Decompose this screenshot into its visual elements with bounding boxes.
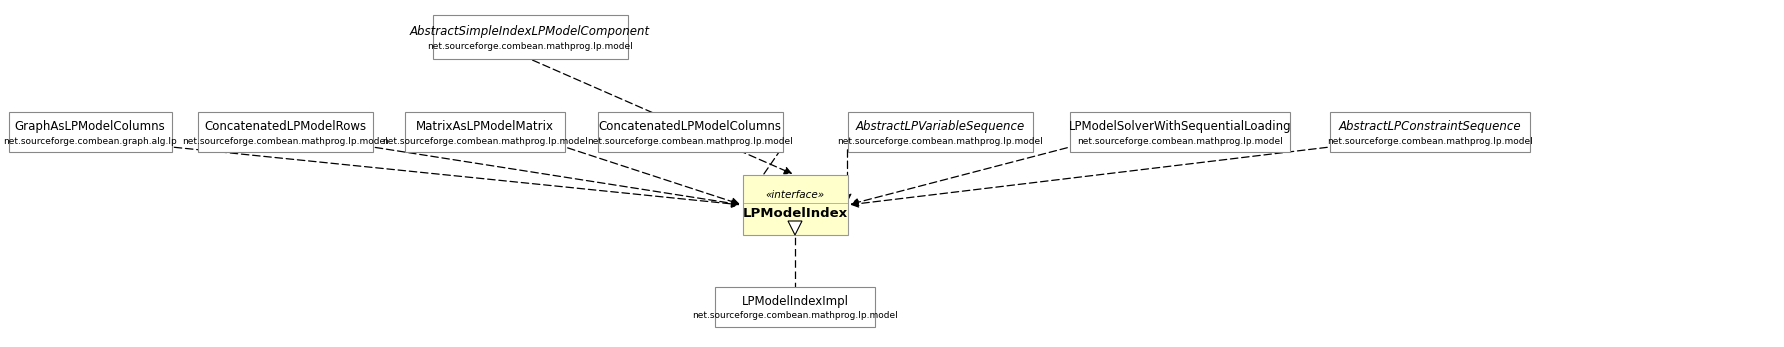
Text: AbstractSimpleIndexLPModelComponent: AbstractSimpleIndexLPModelComponent: [410, 25, 649, 37]
Text: AbstractLPConstraintSequence: AbstractLPConstraintSequence: [1338, 119, 1522, 133]
Text: LPModelIndex: LPModelIndex: [742, 206, 847, 220]
Text: ConcatenatedLPModelColumns: ConcatenatedLPModelColumns: [598, 119, 781, 133]
Text: ConcatenatedLPModelRows: ConcatenatedLPModelRows: [203, 119, 366, 133]
Text: GraphAsLPModelColumns: GraphAsLPModelColumns: [14, 119, 166, 133]
Text: LPModelSolverWithSequentialLoading: LPModelSolverWithSequentialLoading: [1069, 119, 1292, 133]
Bar: [432, 15, 628, 59]
Bar: [715, 287, 874, 327]
Polygon shape: [789, 221, 803, 235]
Text: net.sourceforge.combean.mathprog.lp.model: net.sourceforge.combean.mathprog.lp.mode…: [837, 136, 1044, 145]
Bar: [847, 112, 1033, 152]
Text: LPModelIndexImpl: LPModelIndexImpl: [742, 295, 849, 307]
Bar: [1331, 112, 1531, 152]
Text: net.sourceforge.combean.mathprog.lp.model: net.sourceforge.combean.mathprog.lp.mode…: [1078, 136, 1283, 145]
Text: net.sourceforge.combean.mathprog.lp.model: net.sourceforge.combean.mathprog.lp.mode…: [382, 136, 589, 145]
Bar: [742, 175, 847, 235]
Text: MatrixAsLPModelMatrix: MatrixAsLPModelMatrix: [416, 119, 555, 133]
Bar: [198, 112, 373, 152]
Text: net.sourceforge.combean.graph.alg.lp: net.sourceforge.combean.graph.alg.lp: [4, 136, 177, 145]
Bar: [405, 112, 566, 152]
Bar: [1070, 112, 1290, 152]
Text: net.sourceforge.combean.mathprog.lp.model: net.sourceforge.combean.mathprog.lp.mode…: [182, 136, 387, 145]
Text: net.sourceforge.combean.mathprog.lp.model: net.sourceforge.combean.mathprog.lp.mode…: [692, 312, 897, 321]
Text: AbstractLPVariableSequence: AbstractLPVariableSequence: [855, 119, 1024, 133]
Text: net.sourceforge.combean.mathprog.lp.model: net.sourceforge.combean.mathprog.lp.mode…: [587, 136, 792, 145]
Bar: [598, 112, 783, 152]
Text: net.sourceforge.combean.mathprog.lp.model: net.sourceforge.combean.mathprog.lp.mode…: [426, 42, 633, 51]
Bar: [9, 112, 171, 152]
Text: net.sourceforge.combean.mathprog.lp.model: net.sourceforge.combean.mathprog.lp.mode…: [1327, 136, 1532, 145]
Text: «interface»: «interface»: [765, 190, 824, 200]
